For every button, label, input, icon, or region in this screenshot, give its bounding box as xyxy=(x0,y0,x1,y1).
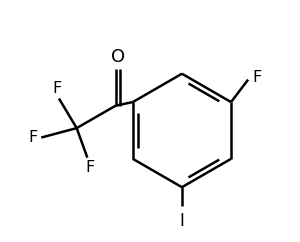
Text: I: I xyxy=(179,212,184,230)
Text: F: F xyxy=(85,160,94,175)
Text: O: O xyxy=(111,48,125,66)
Text: F: F xyxy=(253,70,262,85)
Text: F: F xyxy=(28,130,38,145)
Text: F: F xyxy=(52,81,61,96)
